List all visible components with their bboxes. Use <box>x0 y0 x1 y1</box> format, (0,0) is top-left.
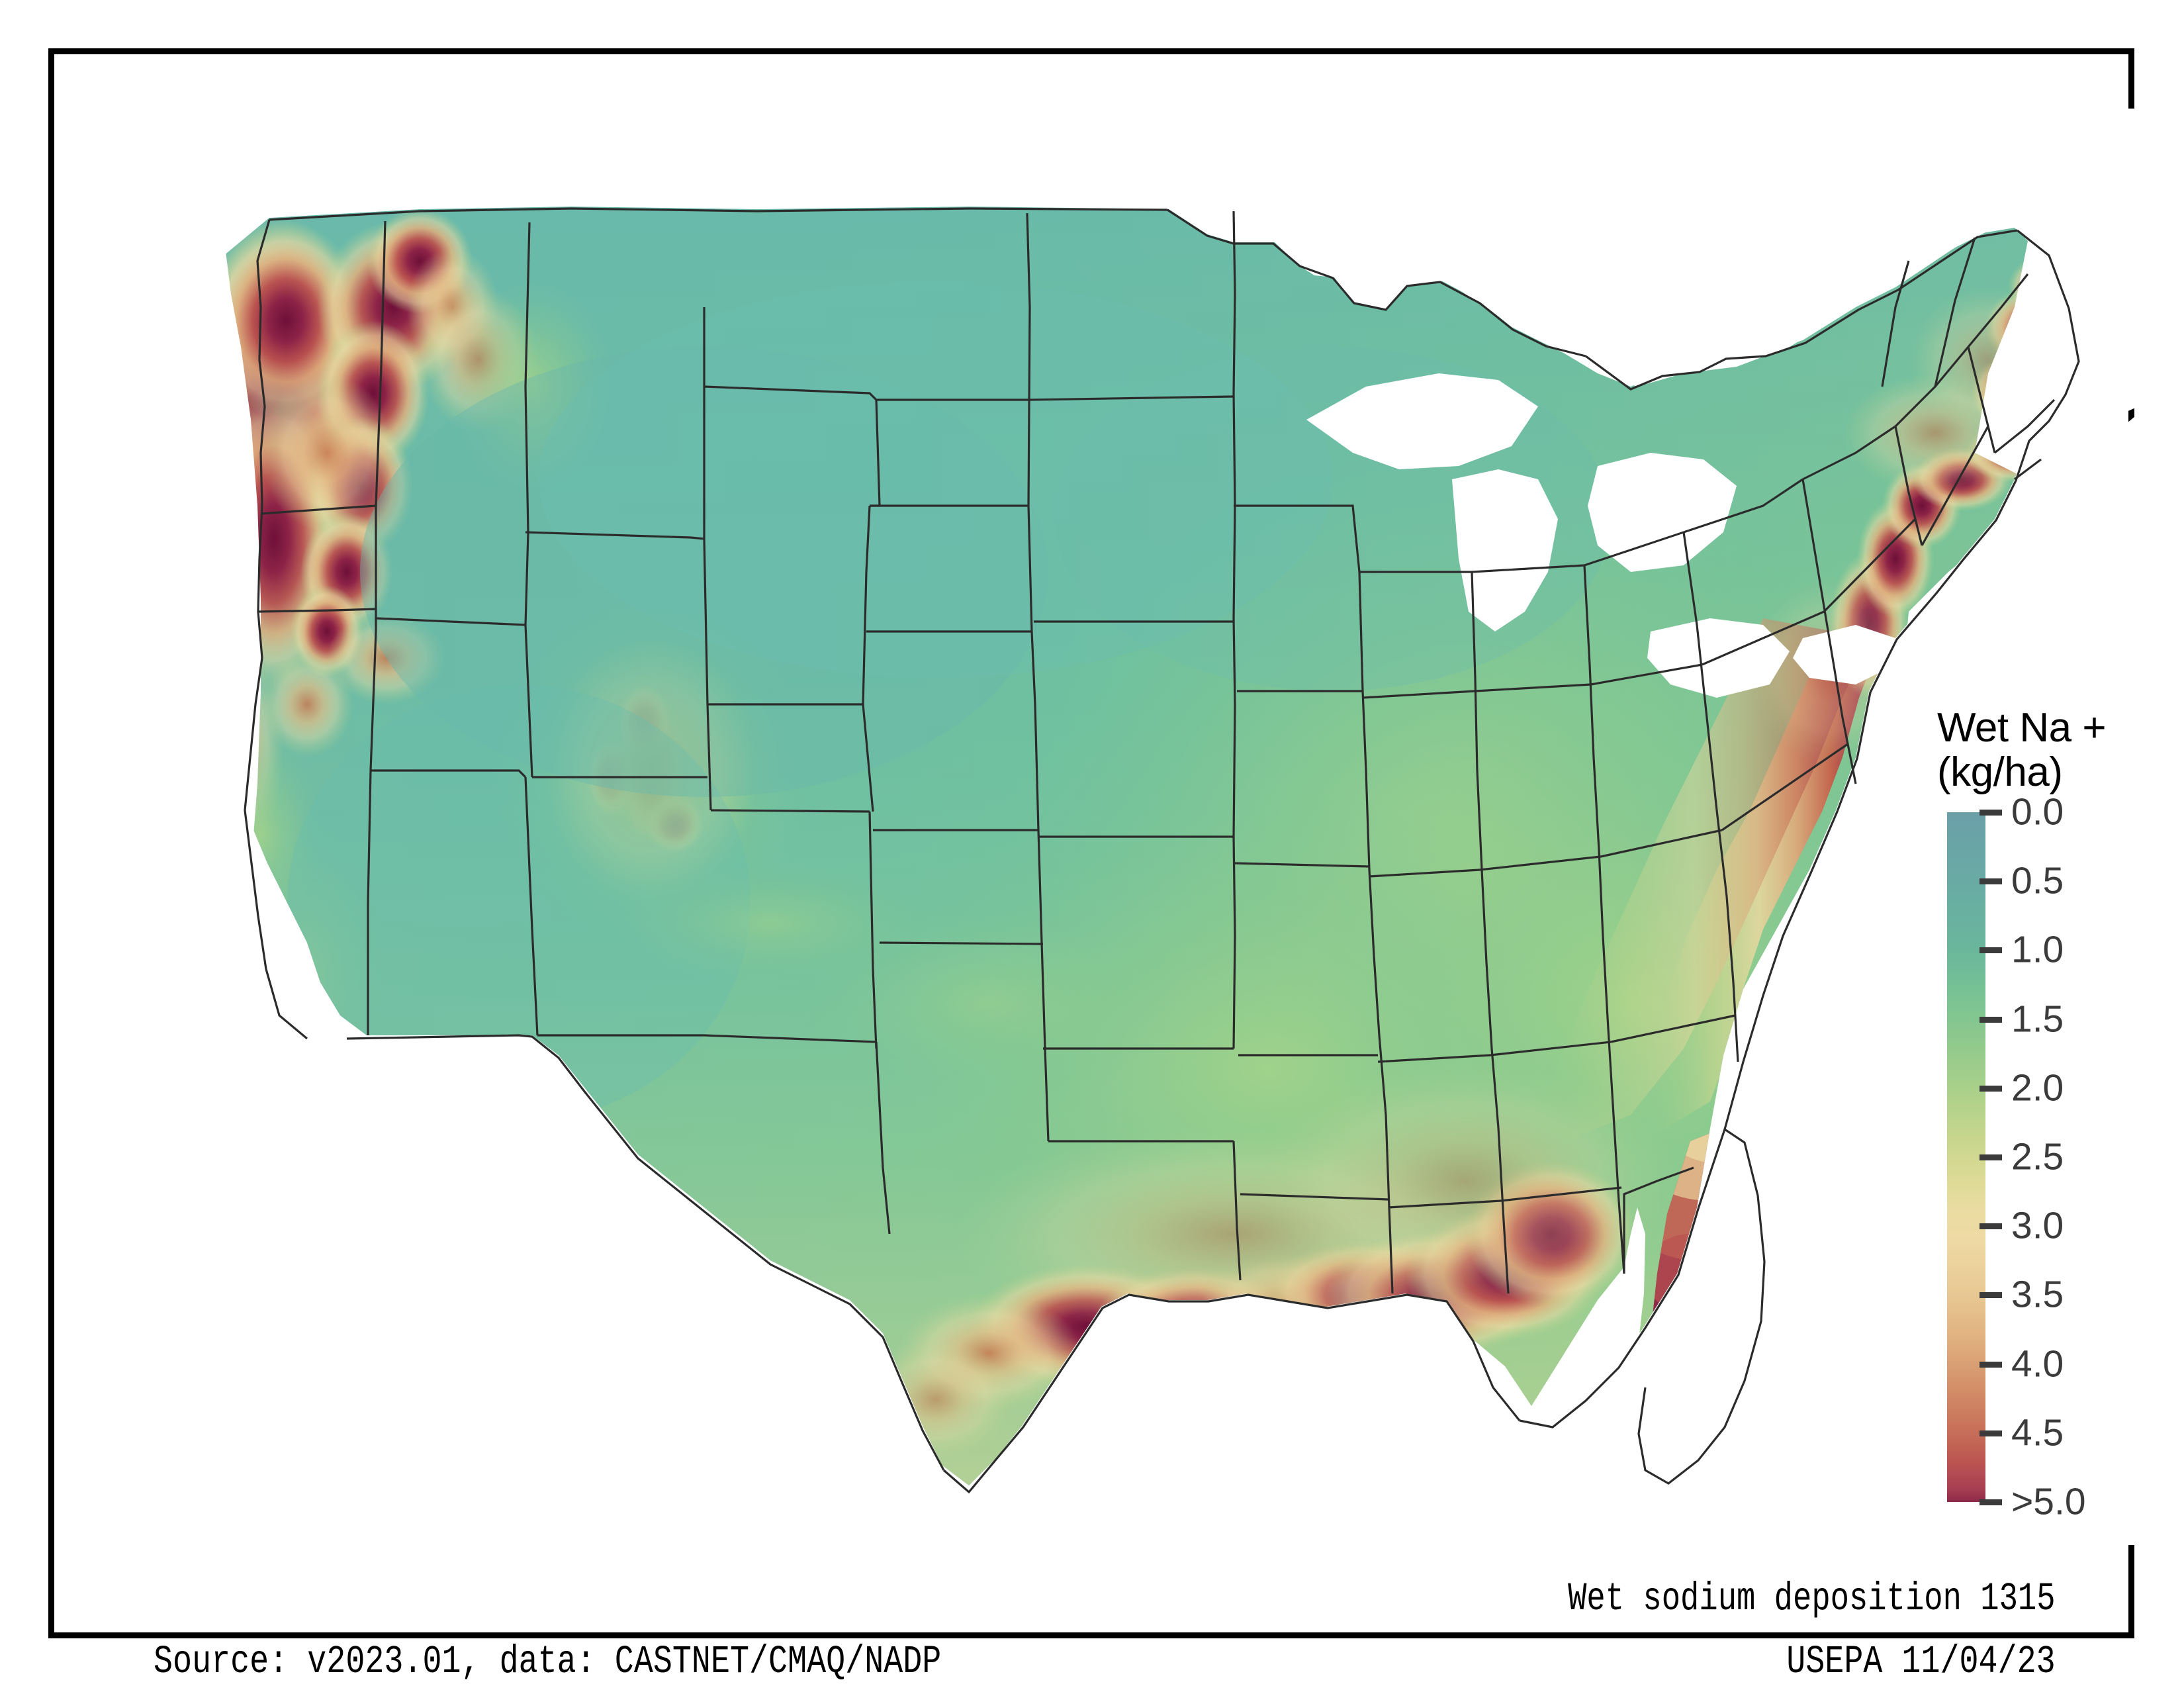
colorbar-tick-label: 2.0 <box>2011 1066 2064 1109</box>
figure-frame: Wet Na + (kg/ha) 0.0 0.5 1.0 1.5 2.0 2.5 3.0 3.… <box>48 48 2183 1684</box>
colorbar-tick-mark <box>1979 1292 2002 1299</box>
colorbar-tick-mark <box>1979 1154 2002 1160</box>
colorbar-tick-label: 3.5 <box>2011 1273 2064 1316</box>
colorbar-tick-label: 3.0 <box>2011 1204 2064 1247</box>
colorbar-gradient <box>1947 812 1985 1502</box>
colorbar-wrap: 0.0 0.5 1.0 1.5 2.0 2.5 3.0 3.5 4.0 4.5 >5.0 <box>1937 793 2184 1521</box>
colorbar-tick-mark <box>1979 947 2002 954</box>
legend-title-line2: (kg/ha) <box>1937 749 2063 795</box>
map-caption: Wet sodium deposition 1315 <box>1568 1577 2056 1621</box>
colorbar-tick-label: 4.0 <box>2011 1342 2064 1385</box>
colorbar-tick-mark <box>1979 809 2002 816</box>
great-lakes-mask <box>1306 373 1895 698</box>
colorbar-tick-label: 2.5 <box>2011 1135 2064 1178</box>
colorbar-tick-label: >5.0 <box>2011 1480 2086 1523</box>
state-boundaries <box>244 207 2080 1494</box>
map-raster <box>109 109 2183 1545</box>
colorbar-tick-label: 4.5 <box>2011 1411 2064 1454</box>
footer-source: Source: v2023.01, data: CASTNET/CMAQ/NAD… <box>154 1640 942 1684</box>
hotspot-great-salt-lake <box>492 592 810 949</box>
colorbar-tick-label: 1.5 <box>2011 998 2064 1040</box>
colorbar-tick-mark <box>1979 1361 2002 1368</box>
colorbar-tick-label: 0.0 <box>2011 790 2064 833</box>
colorbar-legend: Wet Na + (kg/ha) 0.0 0.5 1.0 1.5 2.0 2.5 3.0 3.… <box>1937 705 2184 1521</box>
deposition-field <box>161 207 2077 1485</box>
colorbar-tick-label: 0.5 <box>2011 859 2064 902</box>
colorbar-tick-label: 1.0 <box>2011 928 2064 971</box>
colorbar-tick-mark <box>1979 878 2002 885</box>
colorbar-tick-mark <box>1979 1085 2002 1092</box>
colorbar-tick-mark <box>1979 1499 2002 1505</box>
colorbar-tick-mark <box>1979 1223 2002 1230</box>
legend-title-line1: Wet Na + <box>1937 705 2107 751</box>
deposition-map <box>109 109 2183 1545</box>
colorbar-tick-mark <box>1979 1016 2002 1023</box>
footer-agency-date: USEPA 11/04/23 <box>1786 1640 2056 1684</box>
colorbar-tick-mark <box>1979 1430 2002 1436</box>
